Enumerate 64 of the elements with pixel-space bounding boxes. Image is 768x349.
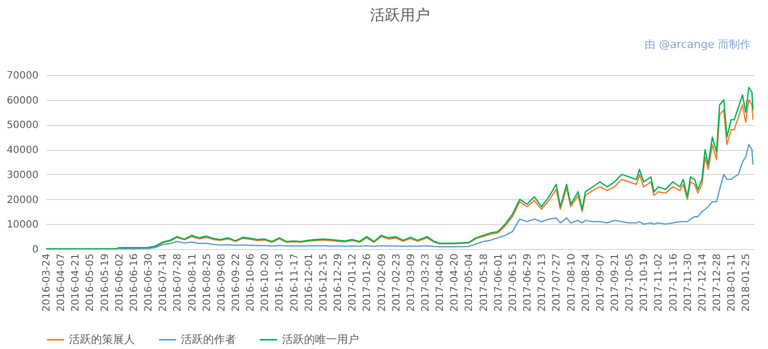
x-tick-label: 2017-04-06 (435, 254, 446, 312)
x-tick-label: 2016-03-24 (42, 254, 52, 312)
x-tick-label: 2017-10-19 (639, 254, 650, 312)
x-tick-label: 2017-03-23 (420, 254, 432, 312)
x-tick-label: 2016-06-02 (114, 254, 126, 312)
x-tick-label: 2017-07-13 (537, 254, 548, 312)
x-tick-label: 2017-04-20 (450, 254, 461, 312)
x-tick-label: 2016-12-01 (304, 254, 315, 312)
x-tick-label: 2016-11-03 (274, 254, 286, 312)
x-tick-label: 2018-01-25 (741, 254, 752, 312)
x-tick-label: 2017-11-30 (682, 254, 694, 312)
x-tick-label: 2017-01-12 (348, 254, 359, 312)
x-tick-label: 2017-09-21 (610, 254, 621, 312)
y-tick-label: 30000 (6, 170, 38, 181)
legend-label: 活跃的唯一用户 (282, 332, 359, 346)
x-tick-label: 2017-11-16 (668, 254, 680, 312)
legend-label: 活跃的作者 (181, 332, 236, 346)
x-tick-label: 2016-04-07 (56, 254, 68, 312)
y-tick-label: 40000 (6, 145, 38, 156)
x-tick-label: 2017-08-24 (580, 254, 592, 312)
x-tick-label: 2017-06-29 (522, 254, 534, 312)
x-tick-label: 2017-01-26 (362, 254, 374, 312)
y-tick-label: 10000 (6, 220, 38, 231)
x-tick-label: 2017-12-14 (697, 254, 708, 312)
line-series (45, 86, 754, 250)
x-tick-label: 2016-12-29 (333, 254, 344, 312)
x-tick-label: 2016-08-25 (202, 254, 213, 312)
x-tick-label: 2016-05-05 (85, 254, 96, 312)
x-tick-label: 2017-02-23 (391, 254, 402, 312)
legend-label: 活跃的策展人 (69, 332, 135, 346)
x-tick-label: 2017-03-09 (406, 254, 417, 312)
x-tick-label: 2016-04-21 (70, 254, 82, 312)
chart-title: 活跃用户 (370, 6, 430, 24)
x-tick-label: 2016-10-06 (246, 254, 257, 312)
y-tick-label: 0 (32, 244, 38, 256)
line-series (118, 144, 754, 250)
x-tick-label: 2016-08-11 (187, 254, 198, 312)
x-tick-label: 2017-02-09 (376, 254, 388, 312)
x-tick-label: 2018-01-11 (726, 254, 738, 312)
x-tick-label: 2016-11-17 (289, 254, 300, 312)
x-tick-label: 2016-05-19 (100, 254, 111, 312)
x-tick-label: 2017-07-27 (552, 254, 563, 312)
x-tick-label: 2016-09-08 (216, 254, 228, 312)
x-tick-label: 2016-07-14 (158, 254, 170, 312)
x-tick-label: 2017-12-28 (712, 254, 724, 312)
x-tick-label: 2017-11-02 (654, 254, 665, 312)
x-tick-label: 2017-05-18 (478, 254, 490, 312)
x-tick-label: 2017-05-04 (464, 254, 476, 312)
x-tick-label: 2017-08-10 (566, 254, 578, 312)
x-tick-label: 2016-09-22 (230, 254, 242, 312)
x-tick-label: 2017-10-05 (624, 254, 636, 312)
x-tick-label: 2016-06-30 (144, 254, 155, 312)
y-tick-label: 70000 (6, 70, 38, 82)
y-tick-label: 60000 (6, 95, 38, 106)
y-tick-label: 20000 (6, 194, 38, 206)
x-tick-label: 2017-06-01 (493, 254, 504, 312)
x-tick-label: 2016-06-16 (128, 254, 140, 312)
x-tick-label: 2016-12-15 (318, 254, 330, 312)
x-tick-label: 2016-07-28 (172, 254, 184, 312)
x-tick-label: 2016-10-20 (260, 254, 272, 312)
text: 由 @arcange 而制作 (644, 38, 751, 51)
x-tick-label: 2017-09-07 (595, 254, 606, 312)
x-tick-label: 2017-06-15 (508, 254, 519, 312)
y-tick-label: 50000 (6, 120, 38, 132)
